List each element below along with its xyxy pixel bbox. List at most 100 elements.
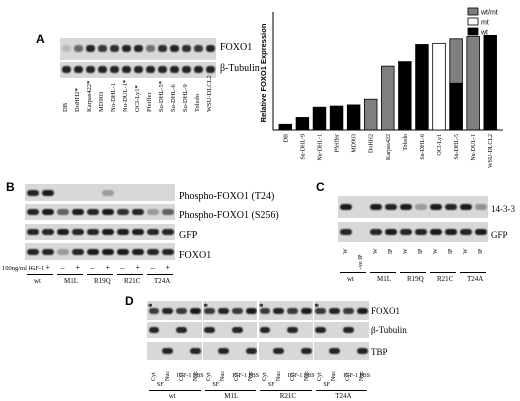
panel-d-group-label: T24A: [335, 392, 352, 400]
blot-band: [339, 204, 352, 210]
blot-band: [41, 229, 54, 235]
legend-label: mt: [481, 20, 489, 27]
blot-band: [169, 66, 179, 73]
panel-a-lane-label: DoHH2*: [74, 88, 81, 112]
panel-c-group-label: R19Q: [407, 275, 424, 283]
x-tick-label: Karpas422: [386, 134, 392, 160]
blot-band: [109, 45, 119, 52]
blot-band: [356, 307, 368, 314]
panel-a-lane-label: Su-DHL-5*: [158, 81, 165, 112]
panel-a-lane-label: Pfeiffer: [146, 92, 153, 112]
panel-d-condition-igf: IGF-1 FBS: [287, 373, 315, 379]
x-tick-label: Nu-DUL-1: [471, 134, 477, 161]
panel-a-lane-label: Nu-DHL-1: [110, 83, 117, 112]
blot-band: [193, 45, 203, 52]
panel-c-lane-label: W: [342, 248, 349, 254]
blot-band: [116, 209, 129, 215]
blot-band: [101, 209, 114, 215]
panel-d-group-separator: [257, 342, 259, 360]
blot-band: [41, 209, 54, 215]
blot-band: [181, 66, 191, 73]
blot-band: [161, 248, 174, 255]
panel-d-condition-igf: IGF-1 FBS: [343, 373, 371, 379]
panel-b-label: B: [6, 180, 15, 194]
panel-d-group-underline: [260, 390, 312, 391]
blot-band: [176, 307, 188, 314]
blot-band: [101, 189, 114, 196]
x-tick-label: OCI-Ly1: [437, 134, 443, 156]
cell-line-name: Karpas422: [86, 83, 93, 112]
blot-band: [101, 248, 114, 255]
blot-band: [26, 248, 39, 255]
panel-c-group-underline: [400, 272, 426, 273]
cell-line-name: Su-DHL-9: [182, 84, 189, 112]
blot-band: [86, 248, 99, 255]
panel-c-lane-label: –ve IP: [357, 254, 364, 271]
cell-line-name: Su-DHL-5: [158, 84, 165, 112]
panel-a-label: A: [36, 32, 45, 46]
blot-band: [339, 229, 352, 235]
blot-band: [328, 307, 340, 314]
blot-band: [369, 229, 382, 235]
panel-b-group-underline: [117, 274, 143, 275]
blot-band: [193, 66, 203, 73]
panel-d-star: *: [148, 302, 153, 312]
blot-band: [204, 307, 215, 314]
blot-band: [399, 229, 412, 235]
blot-band: [73, 66, 83, 73]
blot-band: [146, 209, 159, 215]
panel-c-lane-label: IP: [417, 248, 424, 254]
blot-band: [162, 348, 174, 354]
blot-band: [474, 229, 487, 235]
blot-band: [315, 327, 326, 333]
cell-line-name: Toledo: [194, 94, 201, 112]
panel-d-condition-sf: SF: [323, 382, 331, 388]
x-tick-label: Su-DHL-6: [420, 134, 426, 160]
blot-band: [148, 327, 160, 333]
mutation-star: *: [158, 80, 165, 85]
blot-band: [133, 45, 143, 52]
panel-a-lane-label: Nu-DUL-1*: [122, 80, 129, 112]
bar: [278, 123, 293, 131]
blot-band: [259, 327, 271, 333]
panel-b-group-underline: [27, 274, 53, 275]
panel-a-lane-label: OCI-Ly1*: [134, 85, 141, 112]
panel-b-blot-strip: [25, 243, 175, 260]
panel-c-group-label: wt: [347, 275, 354, 283]
blot-band: [181, 45, 191, 52]
blot-band: [26, 229, 39, 235]
blot-band: [245, 348, 257, 354]
panel-b-foxo1-label: FOXO1: [179, 250, 212, 261]
blot-band: [474, 204, 487, 210]
panel-c-group-underline: [370, 272, 396, 273]
panel-d-lane-label: Nuc: [275, 371, 282, 381]
panel-b-sign: –: [150, 263, 155, 272]
panel-c-group-underline: [460, 272, 486, 273]
blot-band: [444, 204, 457, 210]
panel-b-sign: –: [60, 263, 65, 272]
blot-band: [145, 45, 155, 52]
blot-band: [145, 66, 155, 73]
x-tick-label: WSU-DLCL2: [488, 134, 494, 168]
blot-band: [61, 66, 71, 73]
panel-c-group-underline: [430, 272, 456, 273]
legend-swatch: [467, 7, 479, 16]
panel-c-lane-label: W: [372, 248, 379, 254]
blot-band: [176, 327, 188, 333]
blot-band: [131, 229, 144, 235]
panel-a-lane-label: Toledo: [194, 94, 201, 112]
blot-band: [116, 248, 129, 255]
panel-b-sign: +: [45, 263, 51, 272]
panel-b-blot-strip: [25, 184, 175, 201]
panel-d-group-underline: [315, 390, 367, 391]
blot-band: [315, 307, 326, 314]
panel-c-lane-label: W: [432, 248, 439, 254]
blot-band: [146, 229, 159, 235]
blot-band: [101, 229, 114, 235]
mutation-star: *: [134, 85, 141, 89]
x-tick-label: DB: [283, 134, 289, 142]
blot-band: [301, 307, 312, 314]
panel-d-lane-label: Nuc: [164, 371, 171, 381]
blot-band: [287, 307, 299, 314]
panel-c-group-underline: [340, 272, 366, 273]
